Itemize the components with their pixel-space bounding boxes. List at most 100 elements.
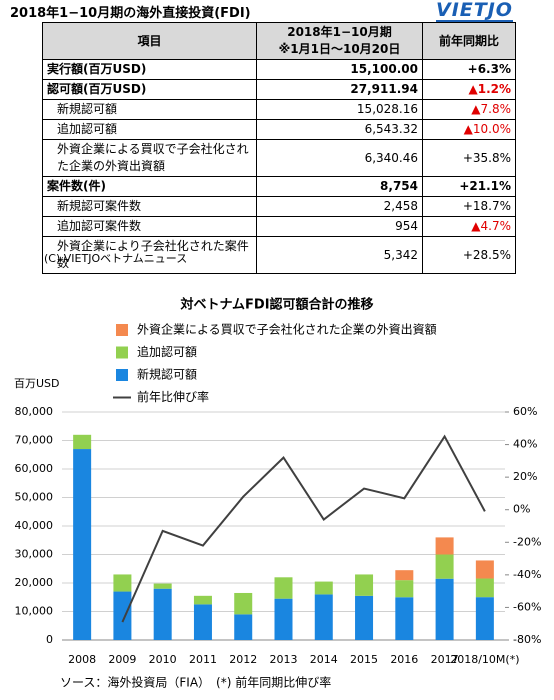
row-value: 6,543.32 <box>256 119 423 140</box>
x-tick-label: 2013 <box>270 653 298 666</box>
x-tick-label: 2008 <box>68 653 96 666</box>
copyright: (C) VIETJOベトナムニュース <box>44 252 188 265</box>
row-value: 8,754 <box>256 176 423 197</box>
bar <box>153 583 172 589</box>
row-change: +35.8% <box>422 139 516 177</box>
row-label: 外資企業により子会社化された案件数 <box>42 236 257 274</box>
table-row: 外資企業により子会社化された案件数 5,342 +28.5% <box>42 236 516 274</box>
row-label: 新規認可額 <box>42 99 257 120</box>
row-label: 認可額(百万USD) <box>42 79 257 100</box>
row-label: 案件数(件) <box>42 176 257 197</box>
header-cell: 項目 <box>42 22 257 60</box>
y-tick-label: 0 <box>46 633 53 646</box>
bar <box>113 591 132 640</box>
row-change: ▲1.2% <box>422 79 516 100</box>
table-row: 実行額(百万USD) 15,100.00 +6.3% <box>42 59 516 80</box>
legend-swatch <box>116 369 128 381</box>
row-label: 追加認可案件数 <box>42 216 257 237</box>
chart: 対ベトナムFDI認可額合計の推移 百万USD ソース：海外投資局（FIA） (*… <box>14 297 541 690</box>
bar <box>435 578 454 640</box>
x-tick-label: 2009 <box>108 653 136 666</box>
bar <box>234 614 253 640</box>
bar <box>234 592 253 615</box>
row-change: ▲4.7% <box>422 216 516 237</box>
x-tick-label: 2011 <box>189 653 217 666</box>
y-axis-label: 百万USD <box>14 377 60 390</box>
y2-tick-label: -20% <box>513 535 541 548</box>
bar <box>475 560 494 579</box>
chart-title: 対ベトナムFDI認可額合計の推移 <box>179 297 373 313</box>
row-value: 15,028.16 <box>256 99 423 120</box>
x-tick-label: 2018/10M(*) <box>450 653 519 666</box>
bar <box>435 554 454 579</box>
legend-label: 追加認可額 <box>137 344 197 359</box>
bar <box>314 594 333 640</box>
row-value: 5,342 <box>256 236 423 274</box>
bar <box>113 574 132 592</box>
bar <box>475 578 494 598</box>
row-value: 6,340.46 <box>256 139 423 177</box>
row-label: 外資企業による買収で子会社化された企業の外資出資額 <box>42 139 257 177</box>
bar <box>395 597 414 640</box>
x-tick-label: 2016 <box>390 653 418 666</box>
bar <box>193 595 212 605</box>
x-tick-label: 2015 <box>350 653 378 666</box>
row-label: 追加認可額 <box>42 119 257 140</box>
logo: VIETJO <box>436 0 513 23</box>
bar <box>73 449 92 640</box>
row-value: 2,458 <box>256 196 423 217</box>
table-row: 追加認可額 6,543.32 ▲10.0% <box>42 119 516 140</box>
y-tick-label: 40,000 <box>15 519 54 532</box>
bar <box>355 595 374 640</box>
bar <box>314 581 333 595</box>
table-header: 項目 2018年1−10月期 ※1月1日～10月20日 前年同期比 <box>42 22 516 60</box>
row-value: 954 <box>256 216 423 237</box>
header-line: 2018年1−10月期 <box>287 25 392 39</box>
bar <box>73 434 92 450</box>
y-tick-label: 50,000 <box>15 491 54 504</box>
y-tick-label: 20,000 <box>15 576 54 589</box>
y2-tick-label: 60% <box>513 405 537 418</box>
y-tick-label: 80,000 <box>15 405 54 418</box>
bar <box>395 580 414 598</box>
legend-label: 前年比伸び率 <box>137 389 209 404</box>
bar <box>274 577 293 599</box>
line <box>121 434 486 623</box>
legend-label: 外資企業による買収で子会社化された企業の外資出資額 <box>137 322 437 337</box>
row-label: 新規認可案件数 <box>42 196 257 217</box>
table-row: 新規認可額 15,028.16 ▲7.8% <box>42 99 516 120</box>
row-change: ▲7.8% <box>422 99 516 120</box>
table-row: 認可額(百万USD) 27,911.94 ▲1.2% <box>42 79 516 100</box>
y-tick-label: 70,000 <box>15 434 54 447</box>
y2-tick-label: 40% <box>513 438 537 451</box>
bar <box>475 597 494 640</box>
table-row: 新規認可案件数 2,458 +18.7% <box>42 196 516 217</box>
row-value: 15,100.00 <box>256 59 423 80</box>
row-change: +21.1% <box>422 176 516 197</box>
table-row: 追加認可案件数 954 ▲4.7% <box>42 216 516 237</box>
row-change: ▲10.0% <box>422 119 516 140</box>
y2-tick-label: -40% <box>513 568 541 581</box>
row-label: 実行額(百万USD) <box>42 59 257 80</box>
x-tick-label: 2014 <box>310 653 338 666</box>
x-tick-label: 2012 <box>229 653 257 666</box>
y-tick-label: 60,000 <box>15 462 54 475</box>
header-cell: 2018年1−10月期 ※1月1日～10月20日 <box>256 22 423 60</box>
row-change: +28.5% <box>422 236 516 274</box>
bar <box>274 598 293 640</box>
y2-tick-label: -80% <box>513 633 541 646</box>
y2-tick-label: -60% <box>513 600 541 613</box>
y2-tick-label: 20% <box>513 470 537 483</box>
bar <box>355 574 374 596</box>
row-change: +18.7% <box>422 196 516 217</box>
legend-swatch <box>116 324 128 336</box>
y-tick-label: 10,000 <box>15 605 54 618</box>
bar <box>435 537 454 555</box>
row-value: 27,911.94 <box>256 79 423 100</box>
bar <box>193 604 212 640</box>
header-line: ※1月1日～10月20日 <box>278 42 401 56</box>
fdi-table: 項目 2018年1−10月期 ※1月1日～10月20日 前年同期比 実行額(百万U… <box>42 22 516 274</box>
page-title: 2018年1−10月期の海外直接投資(FDI) <box>10 6 251 21</box>
table-row: 案件数(件) 8,754 +21.1% <box>42 176 516 197</box>
